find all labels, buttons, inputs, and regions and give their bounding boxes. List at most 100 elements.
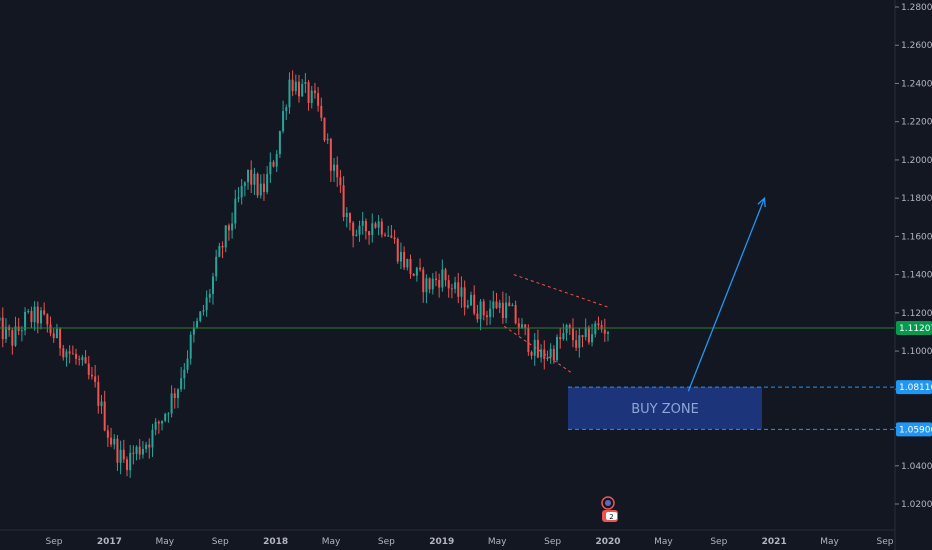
- candle-body: [514, 305, 517, 324]
- candle-body: [498, 302, 501, 308]
- candle-body: [189, 334, 192, 359]
- price-tick-label: 1.26000: [901, 41, 932, 51]
- candle-body: [578, 335, 581, 348]
- candle-body: [524, 324, 527, 329]
- candle-body: [17, 326, 20, 331]
- candle-body: [186, 358, 189, 370]
- candle-body: [43, 310, 46, 315]
- candle-body: [450, 288, 453, 290]
- candle-body: [476, 313, 479, 320]
- candle-body: [87, 363, 90, 375]
- candle-body: [511, 305, 514, 307]
- price-tick-label: 1.16000: [901, 232, 932, 242]
- candle-body: [549, 348, 552, 358]
- candle-body: [307, 82, 310, 104]
- candle-body: [575, 340, 578, 348]
- candle-body: [301, 83, 304, 97]
- candle-body: [52, 333, 55, 339]
- candle-body: [250, 169, 253, 185]
- candle-body: [129, 452, 132, 471]
- candle-body: [14, 326, 17, 346]
- candle-body: [113, 438, 116, 445]
- candle-body: [215, 256, 218, 277]
- candle-body: [272, 161, 275, 167]
- candle-body: [176, 389, 179, 399]
- zone-top-price-label-bg: [896, 380, 932, 395]
- candle-body: [457, 282, 460, 297]
- candle-body: [291, 79, 294, 92]
- event-badge-dot-icon: [605, 500, 611, 506]
- candle-body: [562, 333, 565, 340]
- candle-body: [377, 221, 380, 228]
- candle-body: [348, 212, 351, 223]
- candle-body: [406, 258, 409, 268]
- candle-body: [97, 381, 100, 406]
- candle-body: [100, 401, 103, 406]
- candle-body: [422, 269, 425, 293]
- candle-body: [607, 332, 609, 334]
- candle-body: [78, 358, 81, 360]
- candle-body: [584, 327, 587, 338]
- candle-body: [27, 310, 30, 312]
- candle-body: [49, 324, 52, 334]
- projection-arrow-line[interactable]: [687, 197, 766, 392]
- price-tick-label: 1.24000: [901, 79, 932, 89]
- candle-body: [170, 393, 173, 414]
- event-badges[interactable]: 2: [601, 496, 618, 522]
- candle-body: [384, 234, 387, 236]
- price-tick-label: 1.28000: [901, 3, 932, 13]
- candle-body: [240, 185, 243, 198]
- candle-body: [326, 138, 329, 141]
- candle-body: [167, 413, 170, 415]
- time-axis[interactable]: Sep 2017 May Sep 2018 May Sep 2019 May Sep 2020 May…: [0, 529, 895, 547]
- candle-body: [594, 323, 597, 335]
- candle-body: [441, 269, 444, 288]
- current-price-label: 1.11207: [899, 324, 932, 334]
- candle-body: [415, 267, 418, 276]
- event-badge-count: 2: [609, 513, 613, 521]
- candle-body: [199, 311, 202, 321]
- time-tick-label: Sep: [378, 537, 395, 547]
- wedge-lower-line[interactable]: [503, 325, 574, 375]
- price-axis[interactable]: 1.28000 1.26000 1.24000 1.22000 1.20000 1.180…: [894, 0, 932, 550]
- candle-body: [492, 301, 495, 309]
- candle-body: [71, 353, 74, 355]
- candle-body: [237, 197, 240, 199]
- price-tick-label: 1.18000: [901, 194, 932, 204]
- time-tick-label: 2018: [263, 537, 288, 547]
- time-tick-label: 2019: [429, 537, 454, 547]
- candle-body: [447, 280, 450, 289]
- price-tick-label: 1.02000: [901, 500, 932, 510]
- candle-body: [313, 90, 316, 94]
- candle-body: [62, 348, 65, 358]
- time-tick-label: 2020: [595, 537, 620, 547]
- candle-body: [304, 82, 307, 84]
- wedge-upper-line[interactable]: [513, 274, 609, 308]
- candle-body: [355, 234, 358, 236]
- price-tick-label: 1.20000: [901, 156, 932, 166]
- candle-body: [81, 357, 84, 360]
- buy-zone-rect[interactable]: [568, 387, 762, 430]
- price-tick-label: 1.14000: [901, 271, 932, 281]
- candle-body: [345, 212, 348, 218]
- candle-body: [361, 220, 364, 226]
- candle-body: [419, 267, 422, 270]
- candle-body: [546, 357, 549, 359]
- candle-body: [68, 351, 71, 354]
- time-tick-label: Sep: [877, 537, 894, 547]
- drawings-layer[interactable]: BUY ZONE: [0, 196, 895, 430]
- candle-body: [247, 169, 250, 183]
- time-tick-label: May: [654, 537, 673, 547]
- candle-body: [568, 324, 571, 329]
- candle-body: [285, 107, 288, 112]
- candle-body: [323, 117, 326, 141]
- time-tick-label: Sep: [544, 537, 561, 547]
- candle-body: [221, 245, 224, 248]
- event-badge-count-box: [606, 512, 617, 520]
- candle-body: [94, 376, 97, 382]
- candle-body: [329, 138, 332, 171]
- candle-body: [84, 357, 87, 364]
- candle-body: [161, 420, 164, 424]
